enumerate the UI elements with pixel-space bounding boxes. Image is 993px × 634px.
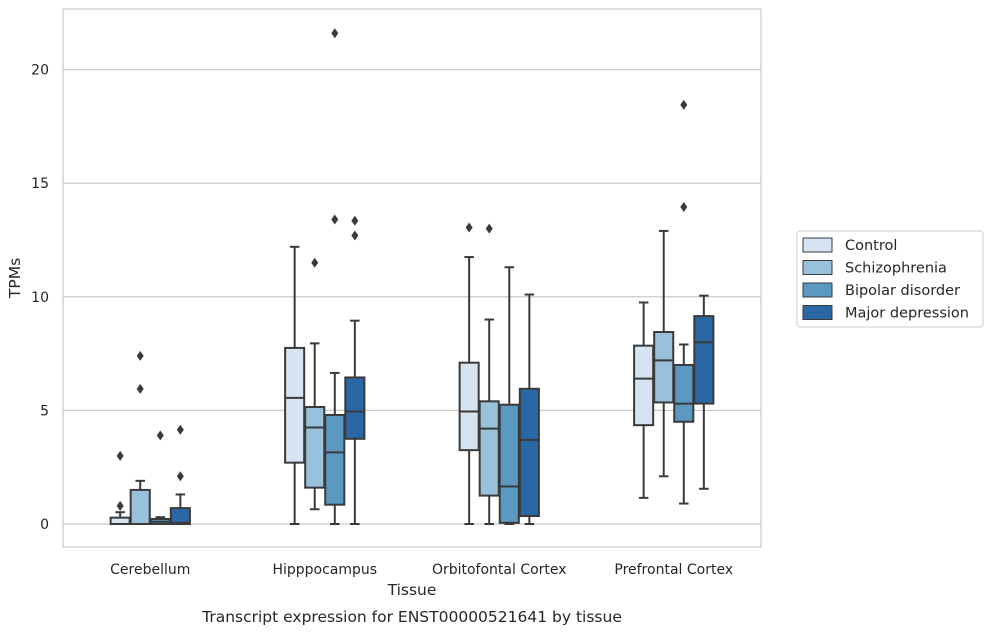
legend-label: Schizophrenia bbox=[845, 261, 947, 277]
box-group bbox=[324, 28, 346, 525]
box-group bbox=[284, 245, 306, 525]
box-group bbox=[653, 229, 675, 478]
box bbox=[344, 376, 366, 440]
legend-frame bbox=[796, 230, 984, 328]
box-group bbox=[478, 223, 500, 525]
box bbox=[169, 507, 191, 526]
y-tick-label: 20 bbox=[31, 63, 49, 79]
box bbox=[498, 403, 520, 524]
box bbox=[633, 344, 655, 427]
box bbox=[129, 488, 151, 526]
outlier-point bbox=[311, 257, 319, 268]
legend-swatch bbox=[802, 305, 833, 320]
box bbox=[284, 346, 306, 464]
legend: Control Schizophrenia Bipolar disorder Majo… bbox=[796, 230, 984, 328]
outlier-point bbox=[176, 424, 184, 435]
legend-label: Bipolar disorder bbox=[845, 283, 960, 299]
box-group bbox=[344, 215, 366, 525]
outlier-point bbox=[176, 471, 184, 482]
y-axis-label: TPMs bbox=[6, 258, 24, 299]
box-group bbox=[693, 294, 715, 490]
outlier-point bbox=[156, 430, 164, 441]
x-tick-label: Hipppocampus bbox=[272, 562, 377, 578]
box-group bbox=[518, 293, 540, 525]
y-tick-label: 0 bbox=[40, 517, 49, 533]
legend-swatch bbox=[802, 282, 833, 298]
x-axis-label: Tissue bbox=[387, 581, 437, 599]
box-group bbox=[109, 450, 131, 526]
box-group bbox=[498, 266, 520, 525]
plot-frame bbox=[62, 8, 762, 548]
box-group bbox=[304, 257, 326, 511]
box-group bbox=[129, 350, 151, 526]
box bbox=[653, 331, 675, 404]
box-group bbox=[673, 99, 695, 505]
y-tick-label: 5 bbox=[40, 403, 49, 419]
outlier-point bbox=[680, 202, 688, 213]
legend-swatch bbox=[802, 260, 833, 275]
box bbox=[478, 400, 500, 497]
outlier-point bbox=[680, 99, 688, 110]
chart-caption: Transcript expression for ENST0000052164… bbox=[201, 608, 622, 626]
outlier-point bbox=[116, 450, 124, 461]
x-tick-label: Cerebellum bbox=[110, 562, 190, 578]
outlier-point bbox=[136, 383, 144, 394]
box-group bbox=[633, 301, 655, 499]
y-tick-label: 15 bbox=[31, 176, 49, 192]
outlier-point bbox=[351, 215, 359, 226]
box bbox=[693, 315, 715, 405]
outlier-point bbox=[331, 28, 339, 39]
outlier-point bbox=[485, 223, 493, 234]
box bbox=[458, 361, 480, 452]
outlier-point bbox=[116, 500, 124, 511]
x-tick-label: Prefrontal Cortex bbox=[614, 562, 733, 578]
legend-swatch bbox=[802, 237, 833, 253]
outlier-point bbox=[136, 350, 144, 361]
legend-label: Control bbox=[845, 238, 897, 254]
box-group bbox=[458, 222, 480, 525]
outlier-point bbox=[465, 222, 473, 233]
box-group bbox=[149, 430, 171, 525]
box bbox=[518, 387, 540, 518]
box bbox=[304, 405, 326, 489]
x-tick-labels: Cerebellum Hipppocampus Orbitofontal Corte… bbox=[110, 562, 733, 578]
y-tick-label: 10 bbox=[31, 290, 49, 306]
legend-label: Major depression bbox=[845, 306, 969, 322]
box bbox=[673, 363, 695, 423]
outlier-point bbox=[351, 230, 359, 241]
boxes-layer bbox=[109, 28, 715, 526]
plot-area bbox=[63, 9, 761, 547]
box bbox=[324, 413, 346, 506]
box-group bbox=[169, 424, 191, 526]
x-tick-label: Orbitofontal Cortex bbox=[432, 562, 567, 578]
outlier-point bbox=[331, 214, 339, 225]
y-tick-labels: 0 5 10 15 20 bbox=[31, 63, 49, 533]
